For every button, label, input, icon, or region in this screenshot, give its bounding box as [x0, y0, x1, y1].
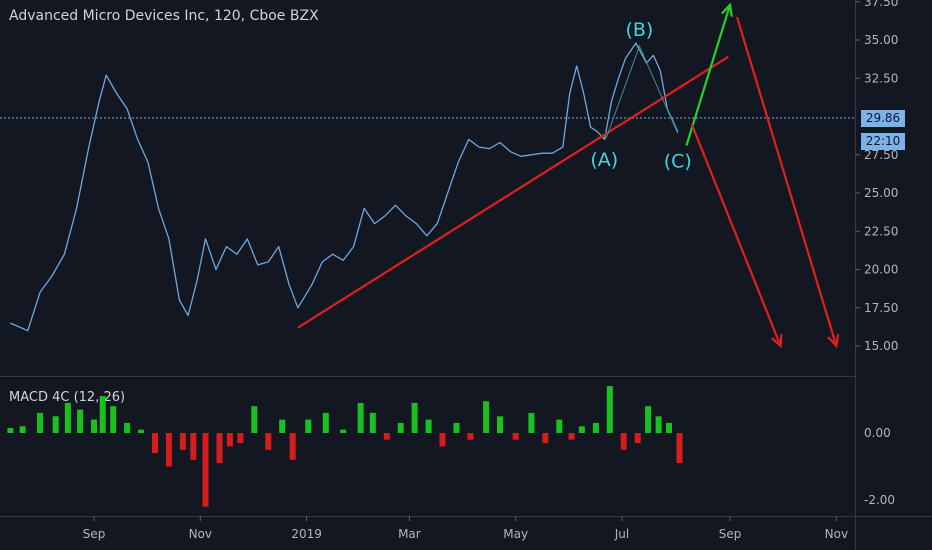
chart-title: Advanced Micro Devices Inc, 120, Cboe BZ…	[9, 8, 319, 24]
macd-bar	[453, 422, 460, 433]
macd-bar	[289, 433, 296, 460]
macd-bar	[152, 433, 158, 454]
macd-bar	[620, 433, 627, 450]
support-trendline	[297, 55, 729, 329]
macd-bar	[556, 419, 563, 433]
macd-bar	[578, 426, 585, 433]
projection-up-line	[685, 4, 732, 146]
x-tick-label: Jul	[614, 527, 629, 541]
macd-bar	[497, 416, 503, 434]
macd-bar	[606, 386, 613, 433]
macd-histogram	[7, 386, 683, 507]
macd-bar	[110, 406, 117, 433]
macd-bar	[369, 412, 376, 433]
last-price-badge: 29.86	[861, 110, 905, 127]
macd-bar	[528, 412, 535, 433]
macd-bar	[568, 433, 575, 440]
macd-bar	[411, 402, 418, 433]
macd-bar	[179, 433, 186, 450]
macd-bar	[138, 429, 144, 433]
price-tick-label: 15.00	[864, 339, 898, 353]
wave-label-c: (C)	[664, 150, 692, 172]
macd-bar	[425, 419, 432, 433]
macd-bar	[279, 419, 286, 433]
macd-bar	[77, 409, 84, 433]
macd-bar	[7, 428, 14, 433]
x-tick-label: Mar	[398, 527, 421, 541]
macd-bar	[634, 433, 641, 444]
projection-down-line	[735, 16, 838, 347]
macd-bar	[467, 433, 474, 440]
x-tick-label: Nov	[189, 527, 212, 541]
arrowhead	[827, 333, 840, 349]
macd-bar	[216, 433, 223, 464]
macd-tick-label: 0.00	[864, 426, 891, 440]
macd-tick-label: -2.00	[864, 493, 895, 507]
macd-title: MACD 4C (12, 26)	[9, 390, 126, 405]
macd-bar	[512, 433, 519, 440]
macd-bar	[124, 422, 131, 433]
annotations: (A) (B) (C)	[297, 2, 840, 349]
wave-label-b: (B)	[625, 19, 653, 41]
price-tick-label: 35.00	[864, 33, 898, 47]
macd-bar	[37, 412, 43, 433]
macd-bar	[19, 426, 26, 433]
wave-label-a: (A)	[590, 149, 618, 171]
x-tick-label: May	[503, 527, 528, 541]
macd-bar	[190, 433, 197, 460]
macd-bar	[265, 433, 272, 450]
macd-bar	[322, 412, 329, 433]
arrowhead	[770, 333, 783, 349]
macd-bar	[357, 402, 364, 433]
macd-bar	[165, 433, 172, 467]
price-tick-label: 25.00	[864, 186, 898, 200]
macd-bar	[666, 422, 672, 433]
macd-bar	[52, 416, 59, 434]
macd-bar	[99, 396, 106, 433]
arrowhead	[721, 2, 733, 17]
macd-bar	[655, 416, 662, 434]
x-tick-label: 2019	[291, 527, 322, 541]
macd-bar	[202, 433, 209, 507]
price-tick-label: 27.50	[864, 148, 898, 162]
macd-bar	[383, 433, 390, 440]
x-tick-label: Sep	[83, 527, 106, 541]
macd-bar	[439, 433, 446, 447]
macd-bar	[542, 433, 549, 444]
price-series	[10, 42, 679, 332]
macd-bar	[251, 406, 258, 433]
x-tick-label: Sep	[719, 527, 742, 541]
countdown-badge: 22:10	[861, 133, 905, 150]
x-tick-label: Nov	[825, 527, 848, 541]
macd-bar	[237, 433, 244, 444]
price-tick-label: 20.00	[864, 263, 898, 277]
price-tick-label: 17.50	[864, 301, 898, 315]
macd-bar	[483, 401, 490, 433]
macd-bar	[397, 422, 404, 433]
price-line	[10, 42, 679, 332]
price-tick-label: 32.50	[864, 71, 898, 85]
macd-bar	[91, 419, 97, 433]
macd-bar	[676, 433, 683, 464]
macd-bar	[64, 402, 71, 433]
price-tick-label: 22.50	[864, 224, 898, 238]
macd-bar	[340, 429, 347, 433]
macd-bar	[226, 433, 233, 447]
macd-bar	[645, 406, 652, 433]
macd-bar	[592, 422, 599, 433]
projection-down-line	[690, 123, 782, 347]
axes: 37.50 35.00 32.50 27.50 25.00 22.50 20.00 17.50…	[83, 0, 899, 541]
price-tick-label: 37.50	[864, 0, 898, 9]
macd-bar	[305, 419, 312, 433]
wave-path	[605, 44, 679, 139]
